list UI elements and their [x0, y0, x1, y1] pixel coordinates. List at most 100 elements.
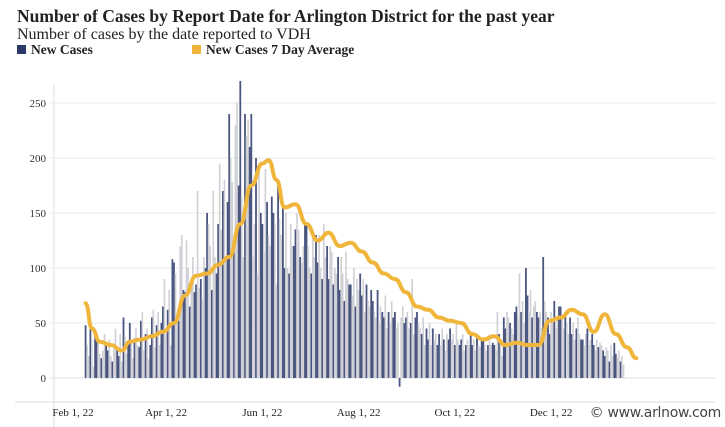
bar-new-cases: [430, 345, 432, 378]
bar-new-cases: [323, 224, 325, 378]
bar-new-cases: [343, 301, 346, 378]
bar-new-cases: [345, 251, 347, 378]
bar-new-cases: [124, 336, 126, 378]
bar-new-cases: [428, 323, 431, 378]
bar-new-cases: [564, 312, 567, 378]
bar-new-cases: [581, 339, 584, 378]
bar-new-cases: [253, 224, 256, 378]
x-tick-label: Dec 1, 22: [530, 407, 572, 419]
bar-new-cases: [373, 312, 376, 378]
bar-new-cases: [452, 334, 454, 378]
bar-new-cases: [488, 334, 491, 378]
bar-new-cases: [542, 257, 545, 378]
bar-new-cases: [513, 312, 516, 378]
bar-new-cases: [305, 224, 308, 378]
bar-new-cases: [425, 328, 428, 378]
legend-7-day-average[interactable]: New Cases 7 Day Average: [192, 42, 354, 58]
bar-new-cases: [466, 339, 469, 378]
bar-new-cases: [368, 306, 371, 378]
bar-new-cases: [550, 312, 552, 378]
bar-new-cases: [106, 350, 109, 378]
bar-new-cases: [226, 202, 229, 378]
bar-new-cases: [203, 257, 205, 378]
bar-new-cases: [225, 257, 227, 378]
bar-new-cases: [463, 350, 465, 378]
bar-new-cases: [408, 328, 410, 378]
bar-new-cases: [119, 334, 121, 378]
bar-new-cases: [364, 312, 366, 378]
bar-new-cases: [521, 301, 524, 378]
bar-new-cases: [176, 317, 178, 378]
bar-new-cases: [318, 235, 320, 378]
bar-new-cases: [509, 323, 511, 378]
bar-new-cases: [293, 246, 295, 378]
bar-new-cases: [493, 345, 496, 378]
x-tick-label: Jun 1, 22: [242, 407, 282, 419]
bar-new-cases: [400, 317, 402, 378]
bar-new-cases: [138, 347, 141, 378]
bar-new-cases: [274, 224, 276, 378]
bar-new-cases: [233, 246, 235, 378]
bar-new-cases: [297, 229, 300, 378]
bar-new-cases: [108, 339, 110, 378]
bar-new-cases: [272, 213, 275, 378]
bar-new-cases: [341, 273, 344, 378]
bar-new-cases: [417, 323, 420, 378]
bar-new-cases: [474, 350, 477, 378]
bar-new-cases: [383, 317, 385, 378]
bar-new-cases: [313, 257, 316, 378]
bar-new-cases: [455, 323, 458, 378]
bar-new-cases: [502, 317, 505, 378]
bar-new-cases: [602, 350, 605, 378]
bar-new-cases: [229, 158, 232, 378]
bar-new-cases: [495, 350, 497, 378]
bar-new-cases: [184, 292, 186, 378]
legend-swatch-new-cases: [17, 45, 26, 54]
chart-title: Number of Cases by Report Date for Arlin…: [17, 6, 555, 26]
bar-new-cases: [490, 345, 492, 378]
bar-new-cases: [401, 306, 404, 378]
bar-new-cases: [195, 284, 197, 378]
bar-new-cases: [282, 202, 284, 378]
bar-new-cases: [154, 347, 156, 378]
bar-new-cases: [370, 290, 373, 378]
bar-new-cases: [296, 213, 298, 378]
bar-new-cases: [91, 339, 93, 378]
bar-new-cases: [218, 163, 221, 378]
bar-new-cases: [465, 345, 467, 378]
legend-label: New Cases 7 Day Average: [206, 42, 355, 57]
bar-new-cases: [534, 301, 537, 378]
bar-new-cases: [487, 345, 489, 378]
bar-new-cases: [190, 279, 193, 378]
bar-new-cases: [367, 301, 369, 378]
bar-new-cases: [307, 246, 309, 378]
bar-new-cases: [424, 345, 426, 378]
legend-new-cases[interactable]: New Cases: [17, 42, 93, 58]
bar-new-cases: [588, 345, 590, 378]
bar-new-cases: [622, 364, 625, 378]
x-tick-label: Oct 1, 22: [435, 407, 476, 419]
line-7-day-average: [83, 158, 639, 361]
bar-new-cases: [214, 257, 216, 378]
bar-new-cases: [496, 312, 499, 378]
bar-new-cases: [477, 345, 480, 378]
bar-new-cases: [545, 312, 548, 378]
bar-new-cases: [92, 367, 95, 378]
bar-new-cases: [381, 312, 384, 378]
bar-new-cases: [132, 358, 134, 378]
bar-new-cases: [384, 295, 387, 378]
bar-new-cases: [578, 334, 581, 378]
bar-new-cases: [600, 345, 603, 378]
bar-new-cases: [397, 323, 399, 378]
bar-new-cases: [100, 358, 103, 378]
bar-new-cases: [173, 262, 175, 378]
bar-new-cases: [471, 345, 474, 378]
bar-new-cases: [531, 317, 534, 378]
bar-new-cases: [261, 224, 264, 378]
bar-new-cases: [406, 312, 409, 378]
bar-new-cases: [446, 334, 448, 378]
watermark: © www.arlnow.com: [589, 405, 722, 421]
bar-new-cases: [390, 301, 393, 378]
bar-new-cases: [337, 257, 339, 378]
bar-new-cases: [619, 361, 622, 378]
